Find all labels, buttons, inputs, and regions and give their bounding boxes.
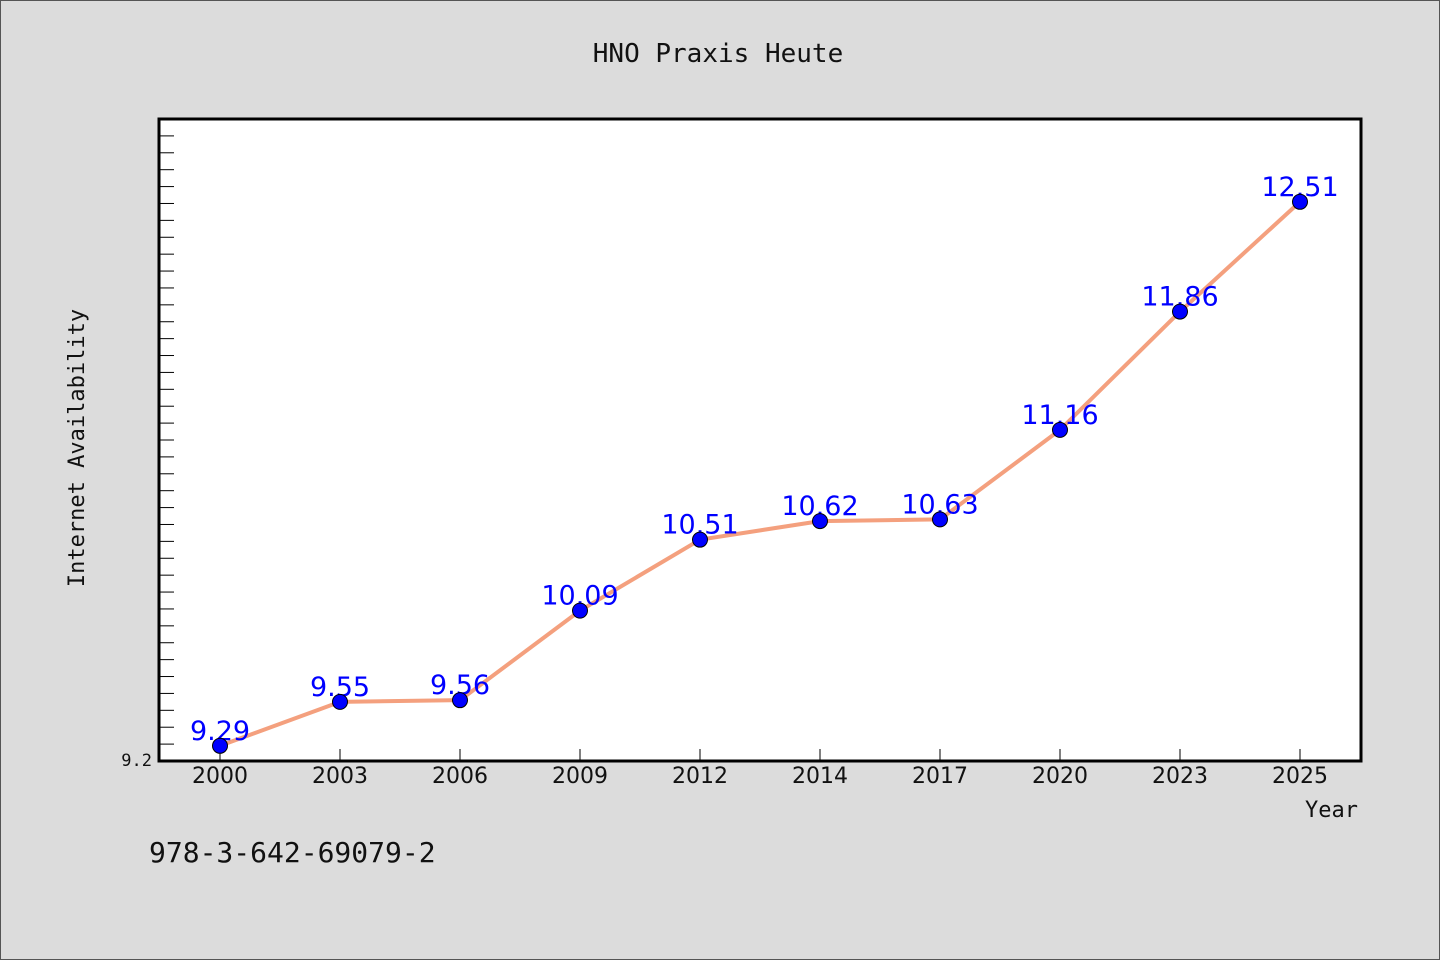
chart-title: HNO Praxis Heute — [593, 39, 843, 69]
x-tick-label: 2006 — [432, 764, 488, 789]
x-tick-label: 2014 — [792, 764, 848, 789]
data-point — [572, 602, 588, 619]
data-point — [452, 692, 468, 709]
x-ticks — [219, 749, 1301, 761]
x-tick-label: 2000 — [192, 764, 248, 789]
x-tick-label: 2020 — [1032, 764, 1088, 789]
y-tick-label: 9.2 — [121, 751, 152, 771]
y-axis-label: Internet Availability — [65, 309, 90, 587]
x-tick-label: 2003 — [312, 764, 368, 789]
x-tick-label: 2023 — [1152, 764, 1208, 789]
y-minor-ticks — [159, 135, 174, 762]
y-tick-labels: 9.2 — [121, 751, 152, 771]
x-tick-label: 2017 — [912, 764, 968, 789]
x-tick-label: 2012 — [672, 764, 728, 789]
x-tick-labels: 2000 2003 2006 2009 2012 2014 2017 2020 2023 2025 — [192, 764, 1328, 789]
plot-area — [157, 117, 1363, 763]
data-point — [812, 513, 828, 530]
data-point — [1172, 303, 1188, 320]
data-point — [1292, 193, 1308, 210]
data-point — [1052, 421, 1068, 438]
x-tick-label: 2009 — [552, 764, 608, 789]
data-point — [692, 531, 708, 548]
data-point — [212, 737, 228, 754]
x-axis-label: Year — [1305, 798, 1358, 823]
data-point — [332, 693, 348, 710]
x-tick-label: 2025 — [1272, 764, 1328, 789]
footer-text: 978-3-642-69079-2 — [149, 836, 436, 869]
series-line — [218, 199, 1302, 748]
data-markers — [212, 193, 1308, 754]
data-point — [932, 511, 948, 528]
